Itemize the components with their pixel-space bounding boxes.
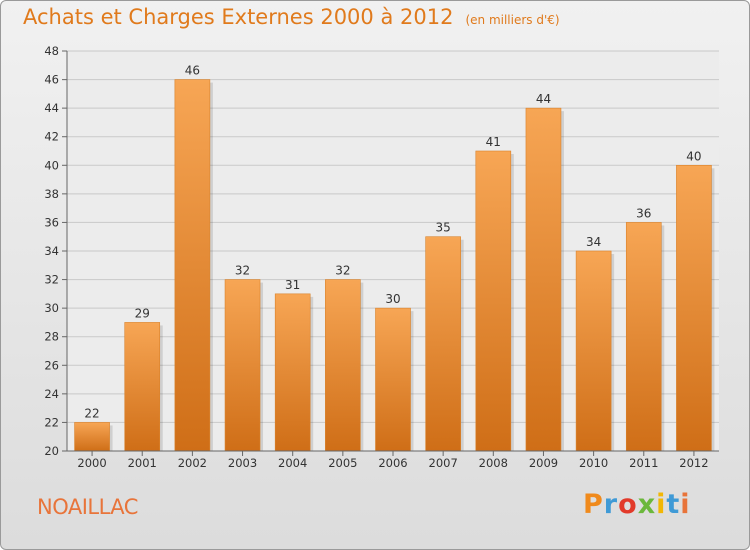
value-label-2000: 22 <box>84 406 99 420</box>
x-tick-label-2005: 2005 <box>328 456 357 470</box>
y-tick-label: 32 <box>44 273 59 287</box>
x-tick-label-2002: 2002 <box>178 456 207 470</box>
value-label-2001: 29 <box>135 306 150 320</box>
value-label-2008: 41 <box>486 135 501 149</box>
x-tick-label-2004: 2004 <box>278 456 307 470</box>
value-label-2002: 46 <box>185 64 200 78</box>
bar-2010 <box>575 250 612 452</box>
value-label-2005: 32 <box>335 264 350 278</box>
bar-2007 <box>425 236 461 452</box>
bar-2004 <box>274 293 311 452</box>
value-label-2004: 31 <box>285 278 300 292</box>
logo-letter: i <box>680 489 691 520</box>
bar-2008 <box>475 150 512 452</box>
bar-2000 <box>74 422 110 452</box>
y-tick-label: 40 <box>44 158 59 172</box>
y-tick-label: 24 <box>44 387 59 401</box>
logo-letter: i <box>656 489 667 520</box>
x-tick-label-2006: 2006 <box>378 456 407 470</box>
x-tick-label-2003: 2003 <box>228 456 257 470</box>
value-label-2012: 40 <box>686 149 701 163</box>
proxiti-logo: Proxiti <box>583 489 691 520</box>
bar-2003 <box>224 279 261 452</box>
bar-2006 <box>375 307 411 452</box>
y-tick-label: 22 <box>44 415 59 429</box>
y-tick-label: 46 <box>44 73 59 87</box>
commune-name: NOAILLAC <box>37 495 138 519</box>
logo-letter: o <box>618 489 638 520</box>
value-label-2003: 32 <box>235 264 250 278</box>
x-tick-label-2011: 2011 <box>629 456 658 470</box>
value-label-2006: 30 <box>385 292 400 306</box>
bar-2005 <box>325 279 361 452</box>
x-tick-label-2001: 2001 <box>128 456 157 470</box>
bar-2012 <box>676 164 712 452</box>
y-tick-label: 28 <box>44 330 59 344</box>
x-tick-label-2012: 2012 <box>679 456 708 470</box>
logo-letter: r <box>603 489 619 520</box>
y-tick-label: 34 <box>44 244 59 258</box>
y-tick-label: 26 <box>44 358 59 372</box>
value-label-2010: 34 <box>586 235 601 249</box>
y-tick-label: 20 <box>44 444 59 458</box>
y-tick-label: 42 <box>44 130 59 144</box>
y-tick-label: 30 <box>44 301 59 315</box>
bar-2011 <box>625 222 662 452</box>
bar-2009 <box>525 107 562 452</box>
y-tick-label: 36 <box>44 215 59 229</box>
logo-letter: x <box>637 489 657 520</box>
axis-layer: 20 22 24 26 28 30 32 34 36 38 40 42 44 46 48 2000 2001 20… <box>44 44 719 470</box>
value-label-2011: 36 <box>636 206 651 220</box>
value-label-2007: 35 <box>436 221 451 235</box>
chart-unit: (en milliers d'€) <box>465 13 560 27</box>
y-tick-label: 38 <box>44 187 59 201</box>
x-tick-label-2000: 2000 <box>77 456 106 470</box>
chart-title: Achats et Charges Externes 2000 à 2012 (e… <box>23 5 560 29</box>
logo-letter: t <box>666 489 681 520</box>
bar-2002 <box>174 79 211 452</box>
x-tick-label-2007: 2007 <box>429 456 458 470</box>
bar-2001 <box>124 322 161 452</box>
y-tick-label: 48 <box>44 44 59 58</box>
logo-letter: P <box>583 489 604 520</box>
y-tick-label: 44 <box>44 101 59 115</box>
x-tick-label-2009: 2009 <box>529 456 558 470</box>
x-tick-label-2008: 2008 <box>479 456 508 470</box>
x-tick-label-2010: 2010 <box>579 456 608 470</box>
value-label-2009: 44 <box>536 92 551 106</box>
